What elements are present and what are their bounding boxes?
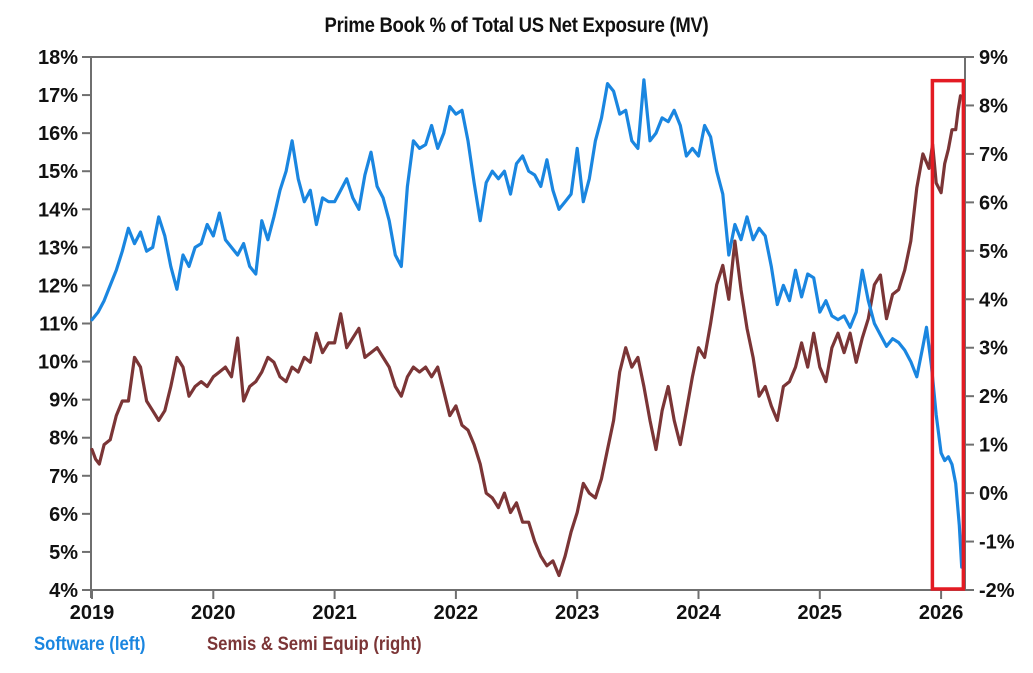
left-tick-label: 13% (38, 237, 78, 259)
left-tick-label: 4% (49, 580, 78, 602)
x-tick-label: 2026 (919, 602, 964, 624)
right-tick-label: 9% (979, 47, 1008, 69)
right-tick-label: 8% (979, 95, 1008, 117)
left-tick-label: 15% (38, 161, 78, 183)
left-tick-label: 7% (49, 466, 78, 488)
chart-title: Prime Book % of Total US Net Exposure (M… (324, 14, 709, 37)
left-tick-label: 16% (38, 123, 78, 145)
series-semis-line (90, 94, 963, 578)
highlight-layer (930, 78, 966, 591)
x-tick-label: 2021 (312, 602, 357, 624)
highlight-box (930, 78, 966, 591)
left-tick-label: 11% (39, 314, 78, 336)
left-tick-label: 5% (49, 542, 78, 564)
x-axis: 2019 2020 2021 2022 2023 2024 2025 2026 (70, 590, 964, 624)
right-tick-label: 5% (979, 241, 1008, 263)
left-tick-label: 10% (38, 352, 78, 374)
legend-software: Software (left) (34, 634, 146, 655)
series-layer (90, 78, 964, 578)
left-tick-label: 12% (38, 275, 78, 297)
x-tick-label: 2023 (555, 602, 600, 624)
right-tick-label: 7% (979, 144, 1008, 166)
right-tick-label: 4% (979, 289, 1008, 311)
series-software-line (90, 78, 964, 569)
x-tick-label: 2020 (191, 602, 236, 624)
left-tick-label: 18% (38, 47, 78, 69)
right-tick-label: -1% (979, 532, 1015, 554)
x-tick-label: 2019 (70, 602, 115, 624)
right-tick-label: 1% (979, 435, 1008, 457)
right-tick-label: -2% (979, 580, 1015, 602)
right-tick-label: 2% (979, 386, 1008, 408)
x-tick-label: 2022 (434, 602, 479, 624)
left-tick-label: 14% (38, 199, 78, 221)
x-tick-label: 2024 (676, 602, 721, 624)
left-tick-label: 8% (49, 428, 78, 450)
legend-semis: Semis & Semi Equip (right) (207, 634, 422, 655)
right-axis: 9% 8% 7% 6% 5% 4% 3% 2% 1% 0% -1% -2% (965, 47, 1015, 602)
right-tick-label: 6% (979, 192, 1008, 214)
x-tick-label: 2025 (798, 602, 843, 624)
left-tick-label: 6% (49, 504, 78, 526)
right-tick-label: 3% (979, 338, 1008, 360)
plot-frame (90, 56, 966, 598)
left-tick-label: 9% (49, 390, 78, 412)
left-axis: 18% 17% 16% 15% 14% 13% 12% 11% 10% 9% 8% 7% 6% 5% 4% (38, 47, 91, 602)
right-tick-label: 0% (979, 483, 1008, 505)
left-tick-label: 17% (38, 85, 78, 107)
